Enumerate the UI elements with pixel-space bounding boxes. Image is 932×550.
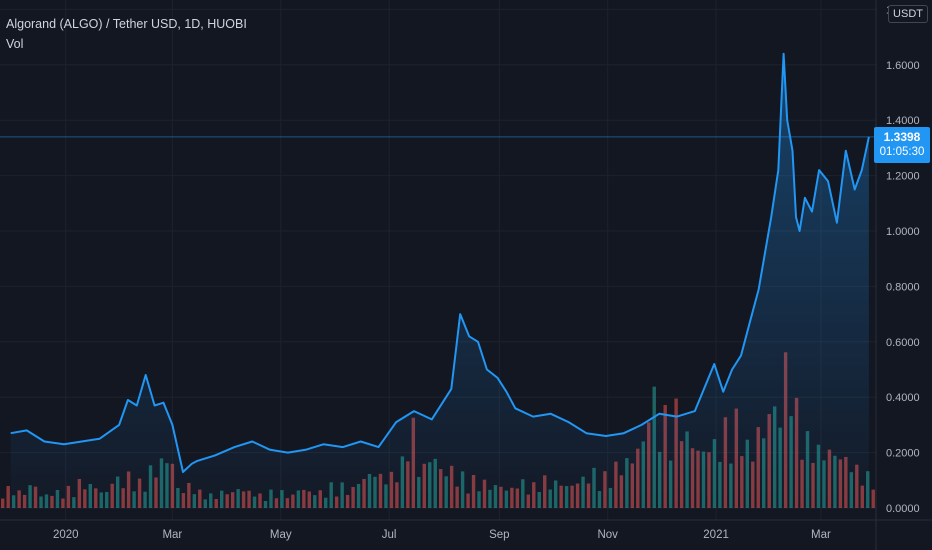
volume-bar: [871, 489, 875, 508]
y-tick-label: 0.4000: [886, 392, 920, 404]
x-tick-label: May: [270, 529, 292, 541]
price-area-fill: [10, 53, 869, 508]
chart-legend-title: Algorand (ALGO) / Tether USD, 1D, HUOBI: [6, 17, 247, 31]
x-tick-label: Jul: [382, 529, 397, 541]
x-tick-label: Sep: [489, 529, 509, 541]
x-tick-label: Mar: [162, 529, 182, 541]
currency-unit-button[interactable]: USDT: [888, 5, 928, 23]
y-tick-label: 0.2000: [886, 448, 920, 460]
bar-countdown: 01:05:30: [879, 146, 925, 158]
volume-bar: [6, 486, 10, 508]
x-tick-label: Mar: [811, 529, 831, 541]
volume-legend-label: Vol: [6, 37, 24, 51]
x-tick-label: 2020: [53, 529, 79, 541]
y-tick-label: 1.6000: [886, 60, 920, 72]
y-tick-label: 0.8000: [886, 281, 920, 293]
y-tick-label: 1.2000: [886, 171, 920, 183]
y-tick-label: 0.6000: [886, 337, 920, 349]
price-line: [10, 52, 870, 473]
last-price-value: 1.3398: [883, 130, 921, 144]
y-tick-label: 0.0000: [886, 503, 920, 515]
last-price-tag: 1.3398 01:05:30: [874, 127, 930, 163]
y-tick-label: 1.4000: [886, 115, 920, 127]
volume-bar: [1, 498, 5, 508]
x-tick-label: 2021: [703, 529, 729, 541]
x-tick-label: Nov: [597, 529, 618, 541]
y-tick-label: 1.0000: [886, 226, 920, 238]
